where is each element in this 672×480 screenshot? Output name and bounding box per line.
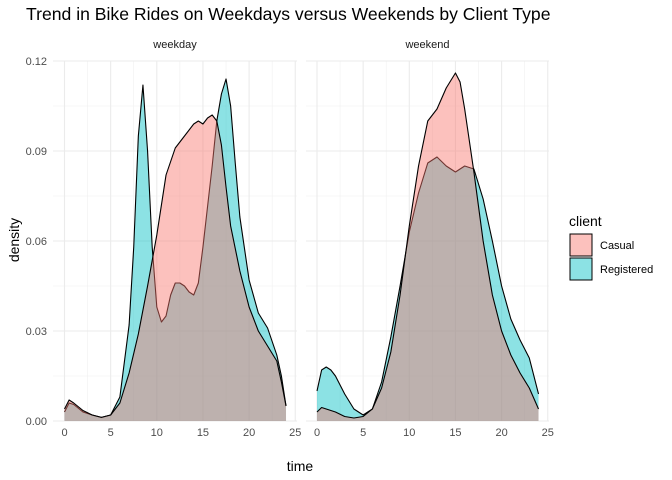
x-tick-label: 25	[289, 427, 301, 439]
facet-strips: weekday weekend	[152, 39, 449, 51]
weekend-casual-density-area	[317, 73, 539, 421]
legend-key-casual	[569, 233, 593, 257]
x-axis-title: time	[287, 458, 314, 474]
weekday-registered-density-area	[64, 79, 287, 421]
y-tick-label: 0.12	[26, 56, 47, 68]
density-layer	[64, 72, 540, 421]
x-tick-label: 0	[314, 427, 320, 439]
x-tick-label: 5	[108, 427, 114, 439]
y-tick-label: 0.06	[26, 236, 47, 248]
x-tick-labels: 0 5 10 15 20 25 0 5 10 15 20 25	[61, 427, 553, 439]
y-axis-title: density	[6, 218, 22, 262]
weekend-registered-density-line	[316, 156, 540, 416]
grid-layer	[53, 60, 549, 422]
x-tick-label: 0	[61, 427, 67, 439]
legend-label-casual: Casual	[600, 240, 634, 252]
y-tick-label: 0.09	[26, 146, 47, 158]
y-tick-labels: 0.00 0.03 0.06 0.09 0.12	[26, 56, 47, 428]
x-tick-label: 20	[243, 427, 255, 439]
x-tick-label: 15	[197, 427, 209, 439]
weekend-registered-density-area	[317, 157, 539, 421]
x-tick-label: 10	[403, 427, 415, 439]
weekday-casual-density-area	[64, 115, 287, 421]
x-tick-label: 25	[542, 427, 554, 439]
chart-title: Trend in Bike Rides on Weekdays versus W…	[26, 4, 551, 24]
y-tick-label: 0.00	[26, 416, 47, 428]
legend-title: client	[569, 213, 602, 229]
x-tick-label: 5	[360, 427, 366, 439]
x-tick-label: 10	[151, 427, 163, 439]
weekday-casual-density-line	[64, 114, 287, 418]
weekday-registered-density-line	[64, 78, 287, 418]
facet-label-weekday: weekday	[152, 39, 197, 51]
y-tick-label: 0.03	[26, 326, 47, 338]
facet-label-weekend: weekend	[404, 39, 449, 51]
x-tick-label: 15	[449, 427, 461, 439]
legend: client Casual Registered	[569, 213, 653, 281]
weekend-casual-density-line	[316, 72, 540, 419]
x-tick-label: 20	[495, 427, 507, 439]
legend-label-registered: Registered	[600, 264, 653, 276]
legend-key-registered	[569, 257, 593, 281]
